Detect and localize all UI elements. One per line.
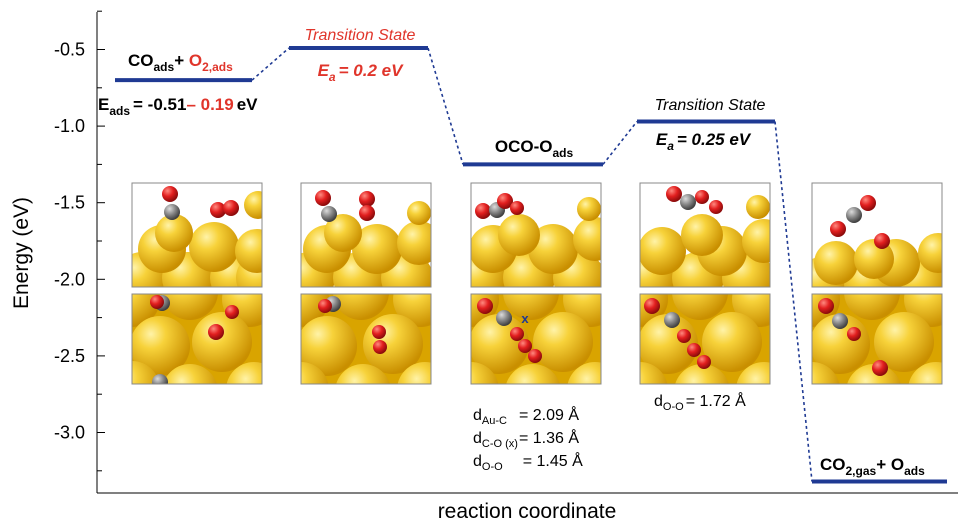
structure-panel-2-top [300,293,432,385]
y-axis-label: Energy (eV) [10,197,33,309]
structure-panel-2 [300,182,432,288]
distance-o-o-2: dO-O = 1.72 Å [654,391,746,413]
distance-c-o: dC-O (x)= 1.36 Å [473,428,579,450]
ts2-title: Transition State [655,97,766,114]
y-axis-ticks: -0.5 -1.0 -1.5 -2.0 -2.5 -3.0 [54,10,105,472]
x-axis-label: reaction coordinate [438,500,617,523]
state-label-co-o2-ads: COads+ O2,ads [128,51,233,74]
ts2-activation-energy: Ea = 0.25 eV [656,130,752,153]
distance-au-c: dAu-C = 2.09 Å [473,405,579,427]
y-tick-label: -3.0 [54,423,85,443]
structure-panel-5 [811,182,943,288]
structure-panel-4 [639,182,771,288]
y-tick-label: -2.0 [54,269,85,289]
connector-ts2-to-co2-gas-o-ads [774,121,813,482]
ts1-title: Transition State [305,27,416,44]
ts1-activation-energy: Ea = 0.2 eV [318,61,404,84]
state-label-oco-o-ads: OCO-Oads [495,137,574,160]
y-tick-label: -1.5 [54,193,85,213]
distance-o-o-1: dO-O = 1.45 Å [473,451,583,473]
y-tick-label: -1.0 [54,116,85,136]
y-tick-label: -0.5 [54,40,85,60]
structure-panel-1 [131,182,263,288]
connector-ts1-to-oco-o-ads [427,47,464,165]
structure-panel-3 [470,182,602,288]
plot-frame [96,12,958,494]
structure-panel-3-top: x [470,293,602,385]
connector-oco-o-ads-to-ts2 [602,121,638,165]
state-label-co2-gas-o-ads: CO2,gas+ Oads [820,455,925,478]
structure-panel-1-top [131,293,263,385]
y-tick-label: -2.5 [54,346,85,366]
structure-panel-4-top [639,293,771,385]
connector-co-o2-ads-to-ts1 [251,47,290,81]
adsorption-energy-label: Eads = -0.51– 0.19 eV [98,95,258,118]
connector-lines [251,47,813,482]
structure-panel-1-side [132,183,262,287]
bond-distances-oco: dAu-C = 2.09 Å dC-O (x)= 1.36 Å dO-O = 1.4… [473,405,583,473]
x-marker: x [521,311,529,326]
structure-panel-5-top [811,293,943,385]
energy-levels [115,45,947,484]
